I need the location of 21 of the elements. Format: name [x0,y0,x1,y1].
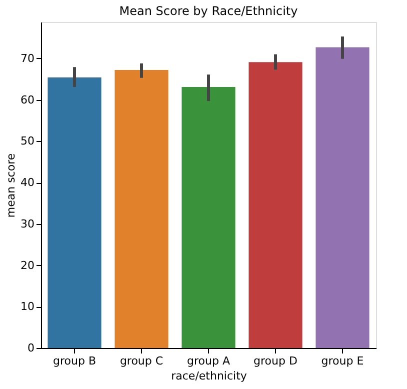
bar [182,86,236,348]
bar [316,47,370,348]
y-tick-label: 70 [20,52,34,65]
bar [248,62,302,348]
x-tick-label: group D [254,354,298,368]
bar [114,70,168,348]
chart-title: Mean Score by Race/Ethnicity [119,4,298,18]
y-tick-label: 50 [20,134,34,148]
y-tick-label: 60 [20,93,34,106]
x-axis-title: race/ethnicity [171,370,248,382]
y-tick-label: 20 [20,258,34,272]
x-tick-label: group B [53,354,96,368]
y-axis-title: mean score [4,153,18,218]
bar [48,77,102,348]
y-tick-label: 0 [28,342,34,354]
y-tick-label: 10 [20,300,34,314]
x-tick-label: group E [321,354,364,368]
x-tick-label: group C [120,354,164,368]
y-tick-label: 30 [20,217,34,230]
y-tick-label: 40 [20,176,34,190]
x-tick-label: group A [187,354,230,368]
